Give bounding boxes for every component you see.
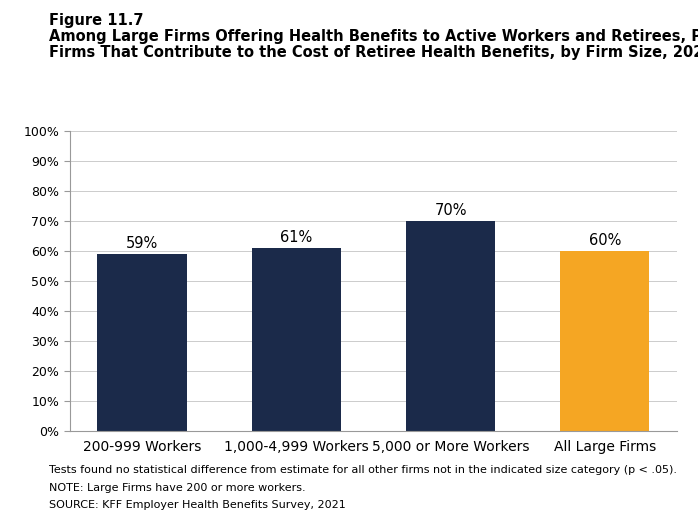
Text: SOURCE: KFF Employer Health Benefits Survey, 2021: SOURCE: KFF Employer Health Benefits Sur… <box>49 500 346 510</box>
Bar <box>98 254 187 430</box>
Text: Tests found no statistical difference from estimate for all other firms not in t: Tests found no statistical difference fr… <box>49 465 677 475</box>
Text: 59%: 59% <box>126 236 158 251</box>
Bar <box>406 221 496 430</box>
Text: 60%: 60% <box>588 233 621 248</box>
Text: 61%: 61% <box>280 230 313 245</box>
Bar <box>251 248 341 430</box>
Text: Figure 11.7: Figure 11.7 <box>49 13 143 28</box>
Text: Among Large Firms Offering Health Benefits to Active Workers and Retirees, Perce: Among Large Firms Offering Health Benefi… <box>49 29 698 44</box>
Bar <box>560 251 649 430</box>
Text: Firms That Contribute to the Cost of Retiree Health Benefits, by Firm Size, 2021: Firms That Contribute to the Cost of Ret… <box>49 45 698 60</box>
Text: NOTE: Large Firms have 200 or more workers.: NOTE: Large Firms have 200 or more worke… <box>49 483 306 493</box>
Text: 70%: 70% <box>434 203 467 218</box>
